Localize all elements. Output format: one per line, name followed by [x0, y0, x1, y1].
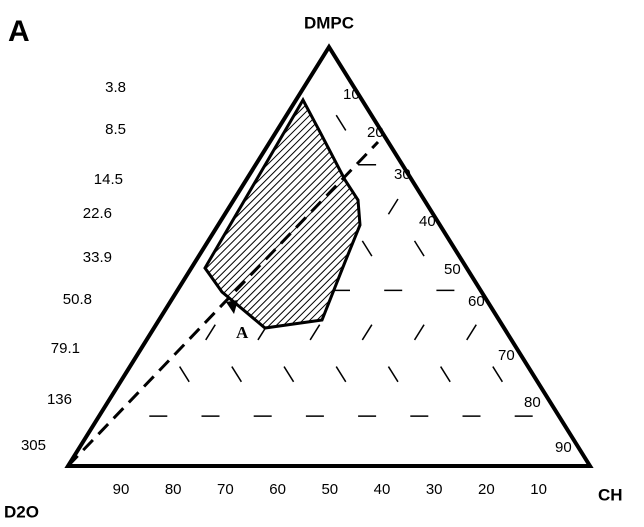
vertex-label: CH	[598, 485, 623, 504]
bottom-edge-label: 70	[217, 481, 234, 498]
dash	[387, 198, 399, 215]
point-label: A	[236, 323, 249, 342]
left-edge-label: 33.9	[83, 249, 112, 266]
dash	[413, 324, 425, 341]
triangle	[64, 43, 594, 468]
dash	[387, 366, 399, 383]
dilution-line	[66, 140, 380, 468]
dash	[231, 366, 243, 383]
left-edge-label: 3.8	[105, 79, 126, 96]
bottom-edge-label: 20	[478, 481, 495, 498]
right-edge-label: 20	[367, 124, 384, 141]
phase-region	[203, 96, 362, 330]
bottom-edge-label: 40	[374, 481, 391, 498]
right-edge-label: 40	[419, 213, 436, 230]
right-edge-label: 70	[498, 347, 515, 364]
right-edge-label: 30	[394, 166, 411, 183]
dash	[178, 366, 190, 383]
vertex-label: DMPC	[304, 13, 354, 32]
dash	[439, 366, 451, 383]
bottom-edge-label: 80	[165, 481, 182, 498]
dash	[283, 366, 295, 383]
dash	[361, 240, 373, 257]
left-edge-label: 79.1	[51, 340, 80, 357]
dash	[335, 114, 347, 131]
left-edge-label: 50.8	[63, 291, 92, 308]
bottom-edge-label: 90	[113, 481, 130, 498]
left-edge-label: 22.6	[83, 205, 112, 222]
bottom-edge-label: 60	[269, 481, 286, 498]
dash	[205, 324, 216, 341]
dash	[335, 366, 347, 383]
dash	[361, 324, 373, 341]
panel-label: A	[8, 15, 30, 48]
dash	[466, 324, 477, 341]
bottom-edge-label: 30	[426, 481, 443, 498]
right-edge-label: 90	[555, 439, 572, 456]
right-edge-label: 60	[468, 293, 485, 310]
point-marker	[226, 300, 238, 314]
right-edge-label: 80	[524, 394, 541, 411]
bottom-edge-label: 10	[530, 481, 547, 498]
left-edge-label: 305	[21, 437, 46, 454]
vertex-label: D2O	[4, 502, 39, 521]
dash	[413, 240, 425, 257]
right-edge-label: 50	[444, 261, 461, 278]
dash	[309, 324, 321, 341]
left-edge-label: 8.5	[105, 121, 126, 138]
bottom-edge-label: 50	[321, 481, 338, 498]
right-edge-label: 10	[343, 86, 360, 103]
dash	[492, 366, 504, 383]
left-edge-label: 14.5	[94, 171, 123, 188]
left-edge-label: 136	[47, 391, 72, 408]
